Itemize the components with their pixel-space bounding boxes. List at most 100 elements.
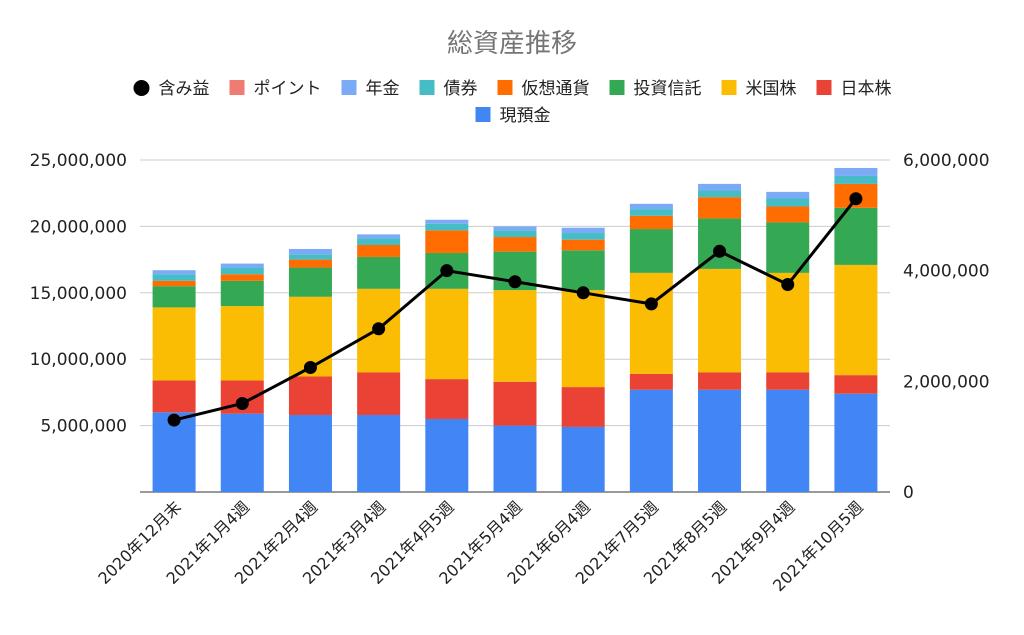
bar-segment [561,426,605,492]
legend-label: 年金 [366,79,400,99]
bar-segment [425,288,469,380]
bar-segment [152,270,196,275]
bar-segment [425,230,469,253]
line-point [167,413,181,427]
bar-segment [561,290,605,388]
line-point [440,264,454,278]
bar-segment [357,244,401,257]
bar-segment [425,223,469,231]
bar-segment [220,413,264,492]
bar-segment [152,274,196,281]
chart-title: 総資産推移 [447,29,577,59]
y-axis-left: 5,000,000 10,000,000 15,000,000 20,000,000 2… [30,151,127,437]
bar-segment [493,290,537,382]
y-tick-left: 20,000,000 [30,217,127,237]
x-axis: 2020年12月末2021年1月4週2021年2月4週2021年3月4週2021… [94,497,866,595]
bar-segment [629,215,673,230]
bar-segment [629,389,673,492]
bar-segment [834,167,878,176]
bars [152,167,878,492]
y-tick-right: 0 [903,483,914,503]
bar-segment [834,264,878,376]
legend-marker [609,80,625,95]
bar-segment [357,234,401,239]
bar-segment [220,274,264,281]
bar-segment [425,379,469,419]
line-point [849,192,863,206]
bar-segment [493,381,537,426]
bar-segment [629,203,673,210]
line-series [167,192,863,427]
bar-segment [357,238,401,245]
bar-segment [561,233,605,240]
bar-segment [629,373,673,390]
line-point [576,286,590,300]
y-axis-right: 0 2,000,000 4,000,000 6,000,000 [903,151,990,503]
bar-segment [834,375,878,394]
bar-segment [493,226,537,231]
bar-segment [834,175,878,184]
bar-segment [561,239,605,251]
bar-segment [698,190,742,198]
legend-label: 投資信託 [634,79,702,99]
bar-segment [425,219,469,224]
bar-segment [152,286,196,308]
bar-segment [288,267,332,297]
line-point [508,275,522,289]
legend-marker [133,80,150,96]
bar-segment [220,306,264,381]
legend-marker [816,80,832,95]
bar-segment [152,380,196,413]
bar-segment [698,389,742,492]
bar-segment [698,268,742,373]
bar-segment [698,197,742,219]
bar-segment [493,230,537,238]
bar-segment [834,393,878,492]
legend-label: 現預金 [500,106,551,126]
y-tick-right: 6,000,000 [903,151,990,171]
bar-segment [698,372,742,390]
bar-segment [357,414,401,492]
bar-segment [357,256,401,289]
bar-segment [288,376,332,415]
legend-label: 仮想通貨 [522,79,590,99]
bar-segment [220,263,264,268]
bar-segment [561,227,605,234]
line-point [713,244,727,258]
legend-marker [341,80,357,95]
bar-segment [766,206,810,223]
legend-label: ポイント [254,79,322,99]
bar-segment [766,389,810,492]
bar-segment [288,414,332,492]
bar-segment [561,387,605,427]
bar-segment [766,198,810,207]
y-tick-right: 2,000,000 [903,372,990,392]
y-tick-left: 25,000,000 [30,151,127,171]
y-tick-right: 4,000,000 [903,262,990,282]
bar-segment [766,372,810,390]
legend-label: 日本株 [841,79,892,99]
line-point [235,396,249,410]
bar-segment [425,418,469,492]
bar-segment [357,372,401,415]
bar-segment [152,307,196,381]
legend-label: 含み益 [159,79,210,99]
bar-segment [288,254,332,260]
y-tick-left: 15,000,000 [30,284,127,304]
bar-segment [629,272,673,374]
legend-label: 米国株 [746,79,797,99]
bar-segment [493,425,537,492]
line-point [781,278,795,291]
bar-segment [698,183,742,191]
bar-segment [220,267,264,275]
bar-segment [288,248,332,255]
legend-marker [721,80,737,95]
bar-segment [152,280,196,287]
legend-label: 債券 [444,79,478,99]
bar-segment [629,209,673,216]
y-tick-left: 10,000,000 [30,350,127,370]
bar-segment [220,280,264,307]
line-point [372,322,386,336]
line-point [644,297,658,311]
